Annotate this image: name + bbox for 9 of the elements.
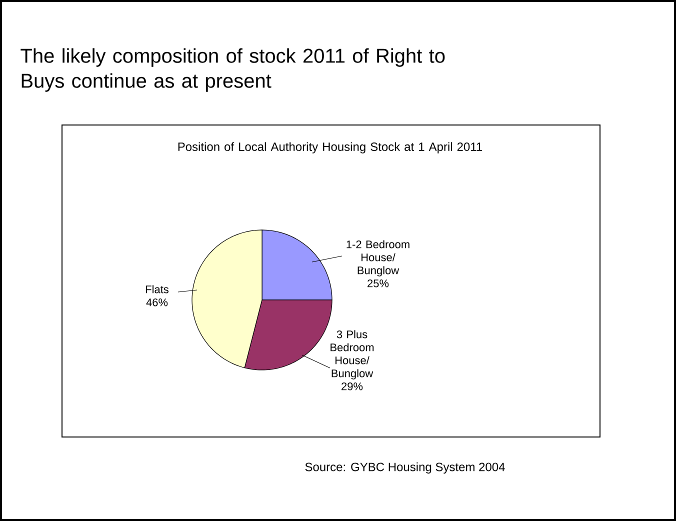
data-label: 29% — [342, 382, 363, 390]
chart-title: The likely composition of stock 2011 of Right to Buys continue as at present — [20, 48, 445, 92]
slice-label: 1-2 Bedroom House/ Bunglow — [346, 240, 410, 276]
slice-label: 3 Plus Bedroom House/ Bunglow — [330, 330, 374, 380]
data-label: 25% — [368, 279, 389, 288]
source-note: Source: GYBC Housing System 2004 — [305, 462, 505, 474]
slice-label: Flats — [146, 285, 169, 294]
chart-subtitle: Position of Local Authority Housing Stock at 1 April 2011 — [178, 142, 482, 154]
data-label: 46% — [146, 298, 168, 306]
